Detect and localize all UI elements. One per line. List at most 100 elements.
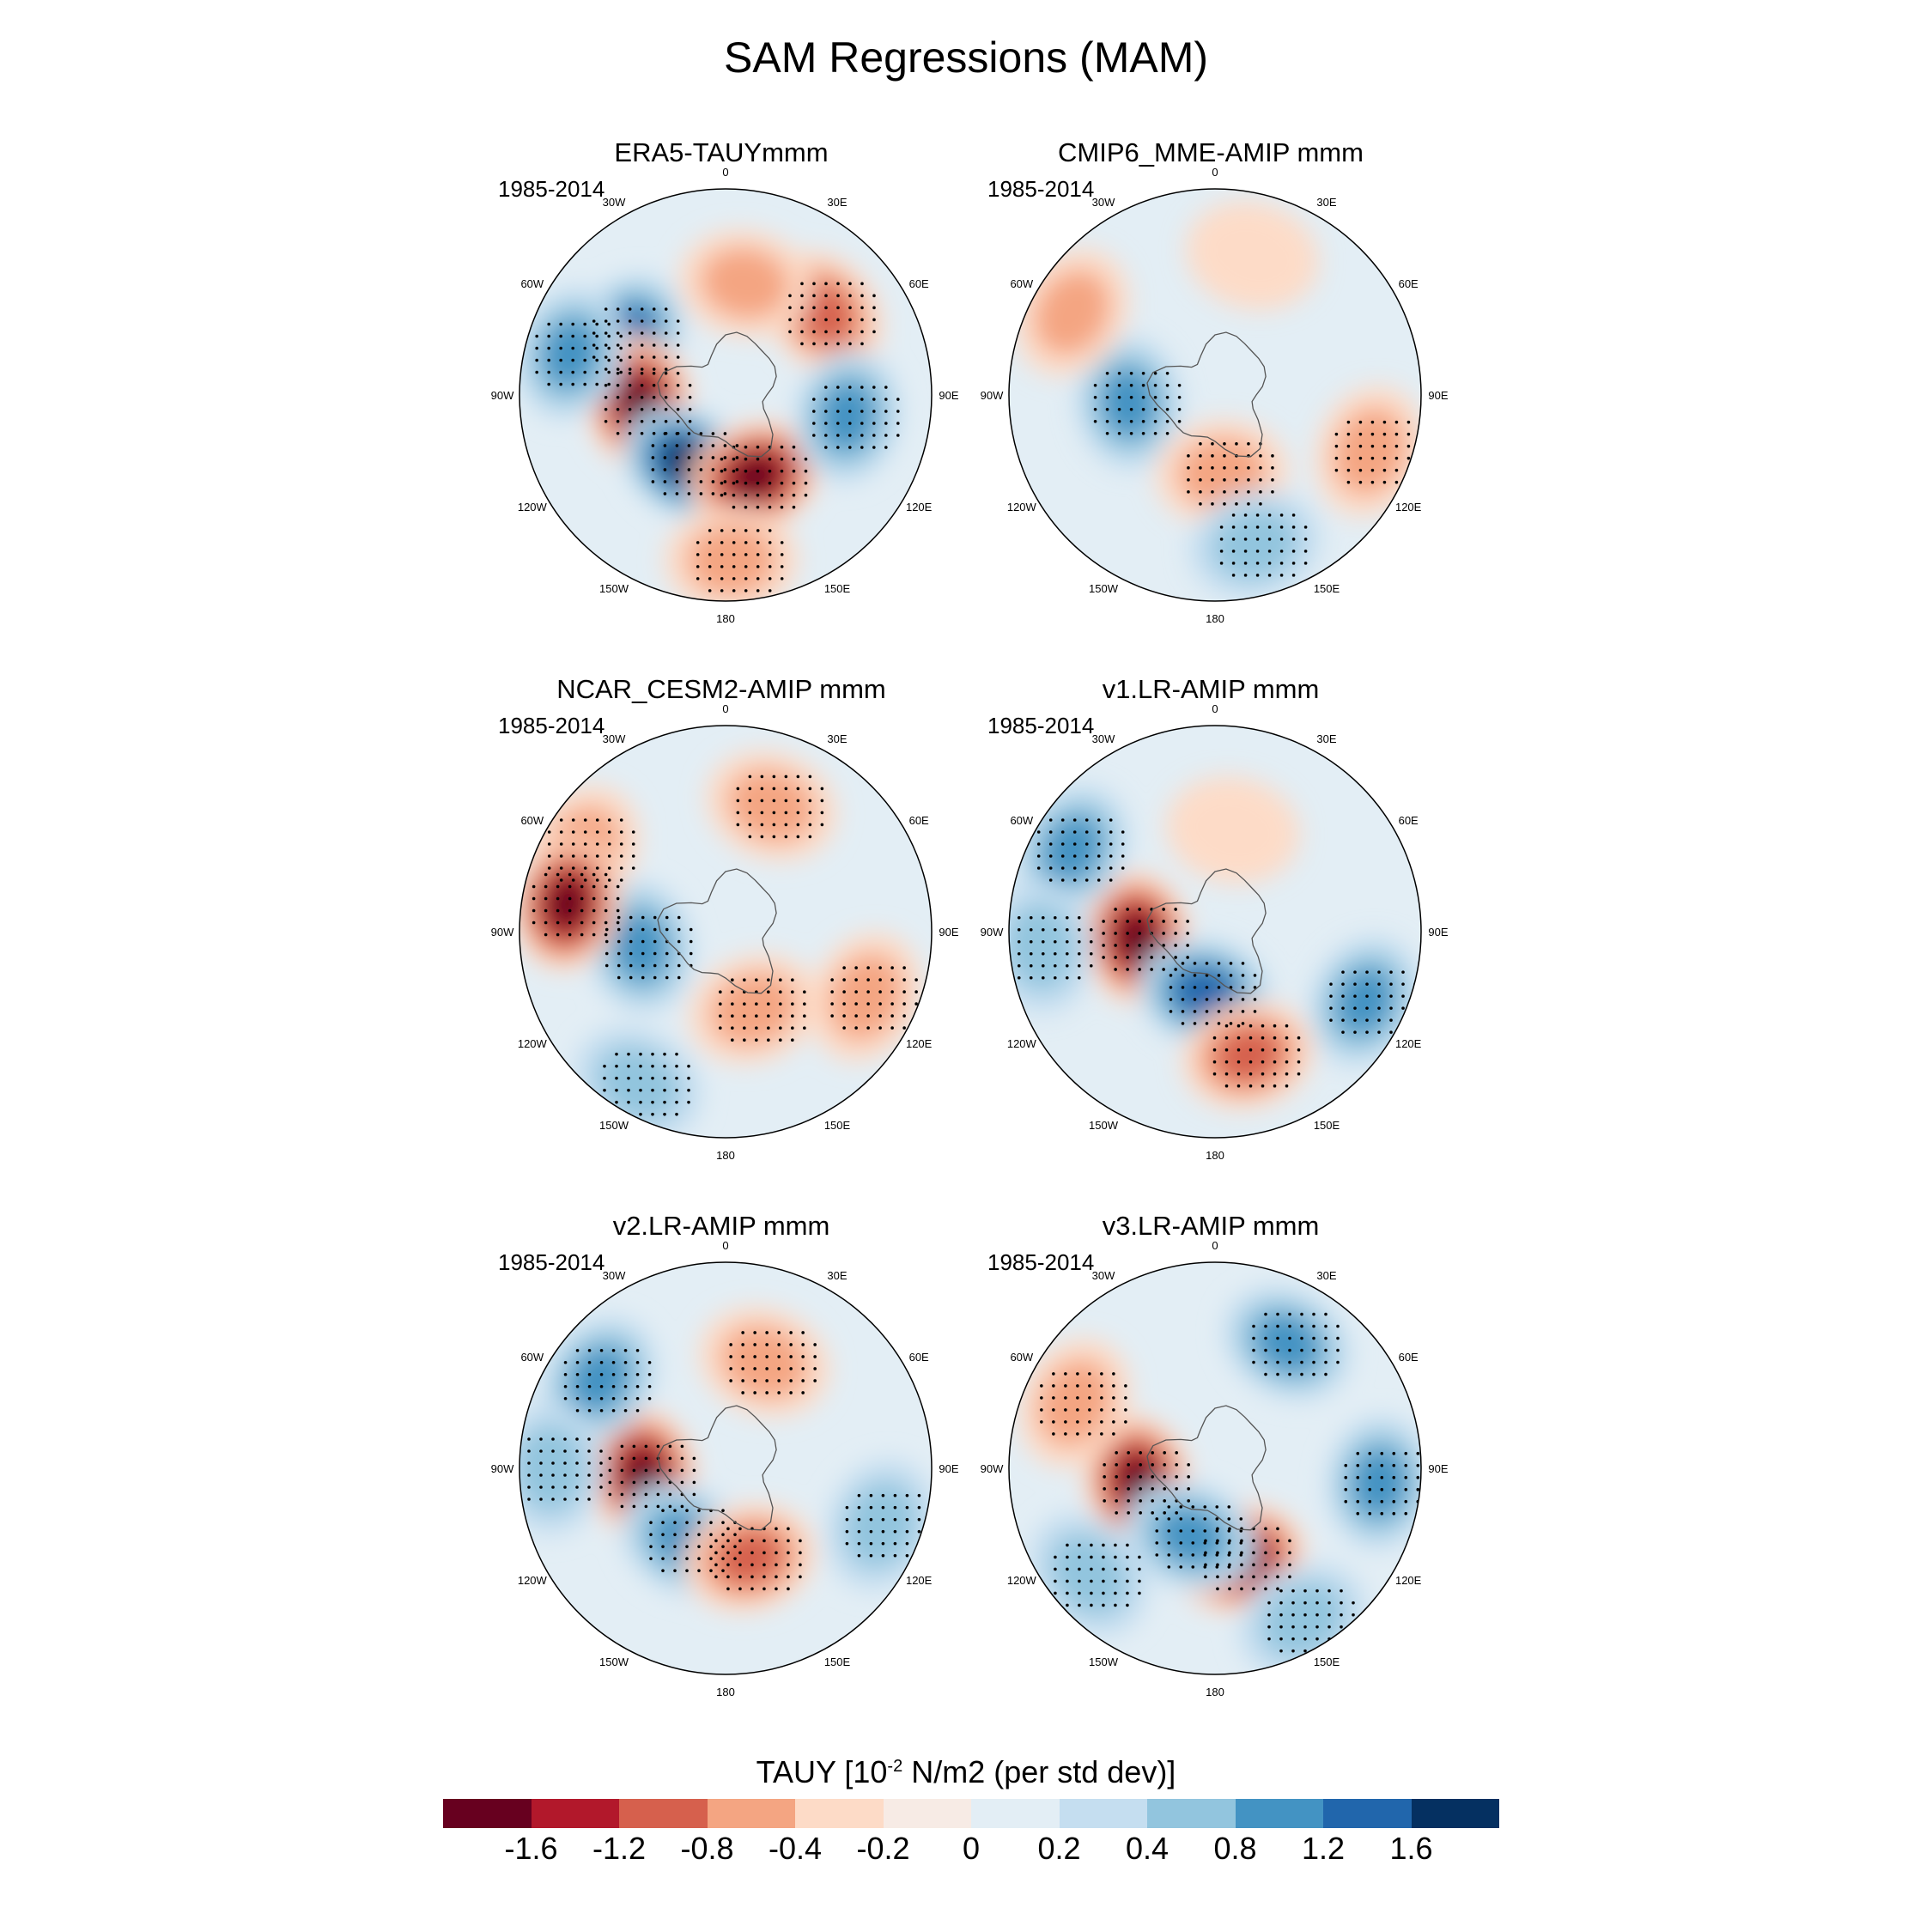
- significance-dot: [1341, 1006, 1345, 1010]
- significance-dot: [890, 978, 894, 981]
- significance-dot: [587, 1396, 592, 1400]
- significance-dot: [676, 395, 680, 399]
- significance-dot: [627, 1076, 630, 1080]
- significance-dot: [1199, 454, 1202, 458]
- significance-dot: [801, 1379, 805, 1382]
- significance-dot: [1054, 1591, 1057, 1595]
- significance-dot: [714, 1563, 718, 1567]
- significance-dot: [616, 419, 620, 423]
- significance-dot: [1102, 1567, 1105, 1571]
- significance-dot: [1279, 550, 1284, 553]
- significance-dot: [1300, 1324, 1303, 1328]
- significance-dot: [539, 1461, 543, 1465]
- significance-dot: [1259, 490, 1262, 494]
- significance-dot: [1165, 431, 1170, 435]
- significance-dot: [1066, 1591, 1069, 1595]
- significance-dot: [1129, 383, 1133, 387]
- significance-dot: [665, 927, 669, 932]
- significance-dot: [535, 358, 538, 362]
- longitude-label: 180: [1206, 612, 1224, 625]
- significance-dot: [1259, 502, 1262, 506]
- significance-dot: [738, 1575, 742, 1579]
- significance-dot: [665, 951, 669, 956]
- significance-dot: [632, 1456, 636, 1461]
- significance-dot: [1341, 1030, 1345, 1034]
- significance-dot: [1114, 956, 1117, 959]
- significance-dot: [1103, 1463, 1106, 1467]
- map-panel: v2.LR-AMIP mmm 1985-2014 0 30E 60E 90E 120E 150…: [481, 1211, 962, 1726]
- significance-dot: [663, 456, 667, 459]
- significance-dot: [1199, 466, 1202, 470]
- significance-dot: [559, 854, 563, 858]
- significance-dot: [854, 1026, 858, 1030]
- colorbar-swatch: [1411, 1799, 1499, 1828]
- significance-dot: [1076, 1420, 1079, 1424]
- significance-dot: [1239, 1517, 1243, 1521]
- significance-dot: [1368, 1463, 1372, 1467]
- significance-dot: [896, 434, 900, 437]
- significance-dot: [663, 468, 667, 471]
- significance-dot: [1121, 854, 1125, 858]
- significance-dot: [620, 1468, 624, 1473]
- significance-dot: [788, 330, 792, 334]
- longitude-label: 180: [716, 1686, 735, 1698]
- significance-dot: [527, 1485, 531, 1489]
- significance-dot: [1259, 478, 1262, 482]
- significance-dot: [1253, 1010, 1257, 1013]
- significance-dot: [1036, 830, 1041, 834]
- significance-dot: [812, 306, 816, 310]
- significance-dot: [1121, 830, 1125, 834]
- significance-dot: [860, 330, 864, 334]
- significance-dot: [1102, 956, 1105, 959]
- significance-dot: [791, 978, 794, 982]
- significance-dot: [556, 884, 560, 889]
- significance-dot: [692, 1456, 696, 1461]
- significance-dot: [1138, 908, 1141, 911]
- significance-dot: [1227, 1505, 1231, 1509]
- longitude-label: 120W: [518, 501, 548, 513]
- significance-dot: [653, 939, 657, 944]
- significance-dot: [1276, 1348, 1279, 1352]
- significance-dot: [1088, 1372, 1091, 1376]
- significance-dot: [1065, 927, 1069, 932]
- significance-dot: [563, 1473, 567, 1477]
- significance-dot: [627, 1052, 630, 1056]
- significance-dot: [1382, 420, 1387, 424]
- significance-dot: [796, 775, 800, 779]
- longitude-label: 120E: [1395, 1574, 1422, 1587]
- significance-dot: [1303, 1601, 1307, 1605]
- significance-dot: [1124, 1384, 1127, 1388]
- significance-dot: [791, 1038, 794, 1042]
- significance-dot: [1017, 915, 1021, 920]
- significance-dot: [860, 398, 864, 401]
- significance-dot: [1365, 1030, 1369, 1034]
- significance-dot: [608, 1468, 612, 1473]
- significance-dot: [1300, 1348, 1303, 1352]
- significance-dot: [842, 990, 846, 993]
- significance-dot: [1084, 818, 1089, 822]
- significance-dot: [1174, 956, 1177, 959]
- significance-dot: [1252, 1324, 1255, 1328]
- significance-dot: [604, 872, 608, 877]
- significance-dot: [1127, 1487, 1130, 1491]
- significance-dot: [1191, 1505, 1195, 1509]
- significance-dot: [1276, 1563, 1279, 1567]
- significance-dot: [780, 493, 784, 497]
- significance-dot: [824, 294, 828, 298]
- significance-dot: [1217, 962, 1221, 965]
- significance-dot: [1288, 1551, 1291, 1555]
- significance-dot: [1291, 1589, 1295, 1593]
- significance-dot: [708, 589, 712, 592]
- significance-dot: [1114, 932, 1117, 935]
- significance-dot: [1129, 407, 1133, 411]
- significance-dot: [744, 553, 748, 556]
- significance-dot: [732, 529, 736, 532]
- significance-dot: [635, 1360, 640, 1364]
- significance-dot: [696, 553, 700, 556]
- significance-dot: [756, 493, 760, 497]
- significance-dot: [1105, 383, 1109, 387]
- significance-dot: [1346, 444, 1351, 448]
- significance-dot: [760, 787, 764, 791]
- significance-dot: [896, 422, 900, 425]
- significance-dot: [1187, 1499, 1190, 1503]
